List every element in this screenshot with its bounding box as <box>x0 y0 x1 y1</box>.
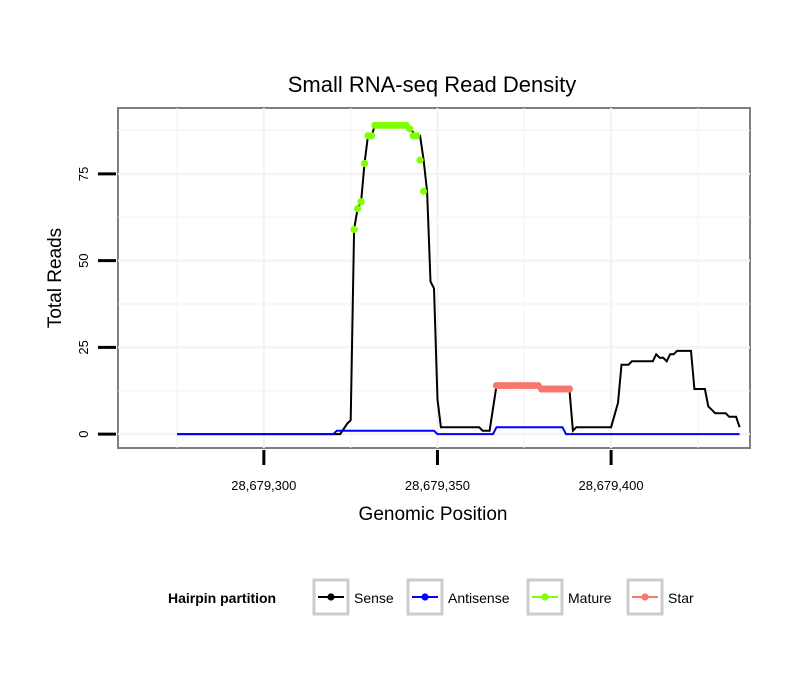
chart-title: Small RNA-seq Read Density <box>288 72 577 97</box>
axis-ticks: 0 25 50 75 28,679,300 28,679,350 28,679,400 <box>76 167 644 493</box>
x-tick-label: 28,679,300 <box>231 478 296 493</box>
y-axis-title: Total Reads <box>45 228 66 328</box>
y-tick-label: 0 <box>76 431 91 438</box>
point-star <box>565 385 574 393</box>
legend-title: Hairpin partition <box>168 590 276 606</box>
legend-label-antisense: Antisense <box>448 590 510 606</box>
legend-label-star: Star <box>668 590 694 606</box>
legend-dot-antisense <box>421 593 429 601</box>
point-mature <box>416 156 424 164</box>
y-tick-label: 25 <box>76 340 91 354</box>
plot-panel <box>117 107 751 449</box>
point-mature <box>367 132 376 140</box>
grid-lines <box>118 108 750 448</box>
point-mature <box>406 125 414 133</box>
legend-label-mature: Mature <box>568 590 612 606</box>
legend-dot-mature <box>541 593 549 601</box>
legend-dot-sense <box>327 593 335 601</box>
legend-dot-star <box>641 593 649 601</box>
legend: Hairpin partition Sense Antisense Mature St… <box>168 578 694 616</box>
x-axis-title: Genomic Position <box>359 504 508 525</box>
series-layer <box>177 121 741 436</box>
x-tick-label: 28,679,400 <box>579 478 644 493</box>
y-tick-label: 50 <box>76 253 91 267</box>
point-mature <box>350 225 358 234</box>
point-mature <box>360 159 369 168</box>
point-mature <box>413 132 421 140</box>
y-tick-label: 75 <box>76 167 91 181</box>
point-mature <box>357 198 365 206</box>
series-line-antisense <box>177 426 740 436</box>
legend-label-sense: Sense <box>354 590 394 606</box>
x-tick-label: 28,679,350 <box>405 478 470 493</box>
point-mature <box>419 187 428 195</box>
point-mature <box>354 205 362 213</box>
